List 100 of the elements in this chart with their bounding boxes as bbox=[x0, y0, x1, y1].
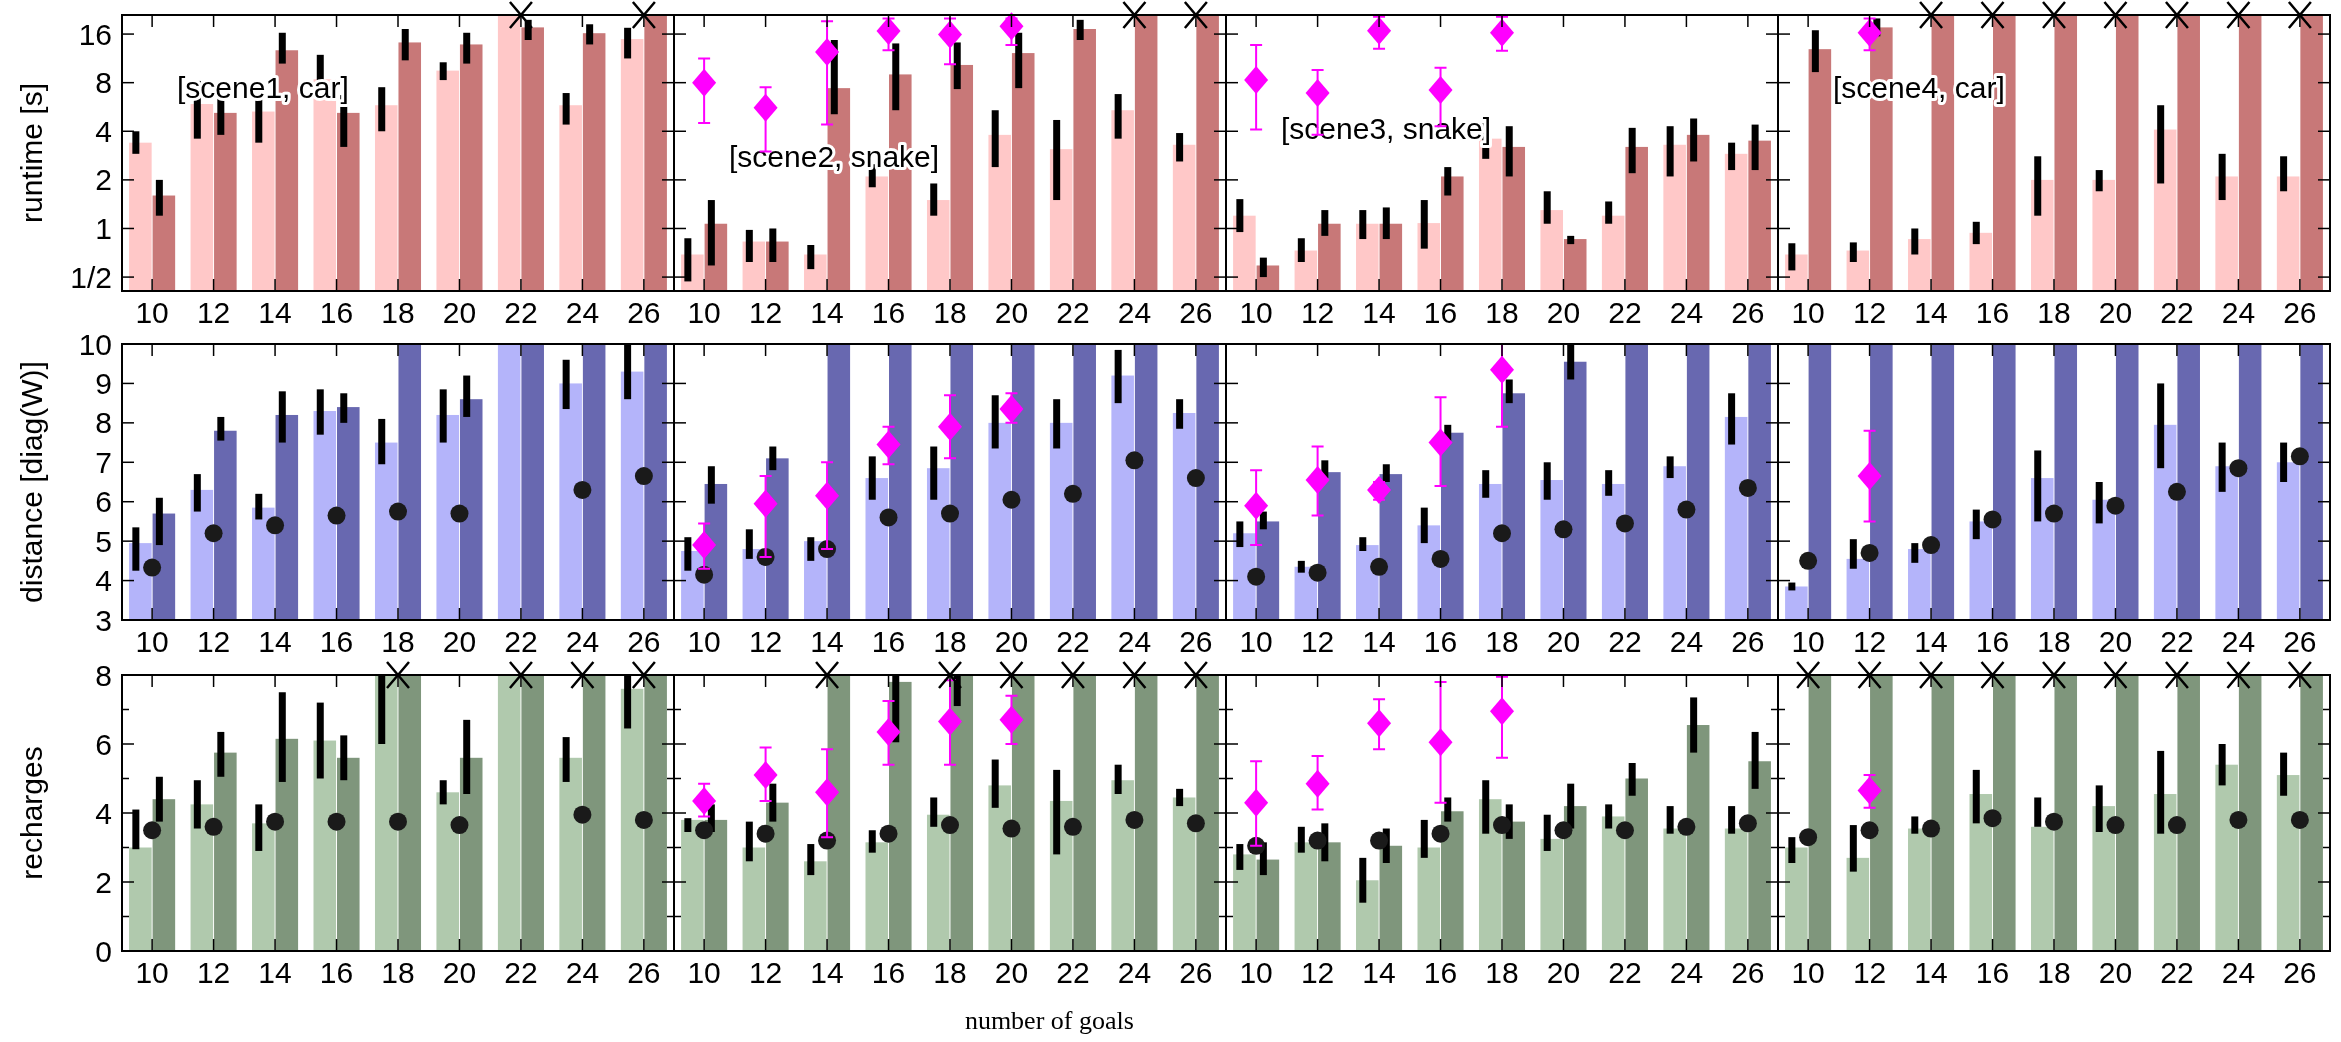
point bbox=[2167, 816, 2186, 835]
point bbox=[2045, 812, 2063, 831]
x-tick-label: 18 bbox=[381, 296, 415, 329]
point bbox=[143, 821, 162, 840]
x-tick-label: 24 bbox=[565, 296, 600, 329]
x-tick-label: 22 bbox=[1056, 625, 1090, 658]
point bbox=[1305, 466, 1330, 495]
annotation: [scene2, snake] bbox=[729, 139, 940, 173]
y-axis-title: recharges bbox=[15, 746, 48, 880]
x-tick-label: 16 bbox=[871, 956, 906, 989]
point bbox=[1428, 76, 1453, 105]
y-tick-label: 4 bbox=[95, 564, 112, 598]
point bbox=[999, 12, 1024, 41]
x-tick-label: 18 bbox=[2037, 625, 2071, 658]
point bbox=[1428, 728, 1453, 757]
point bbox=[1002, 819, 1021, 838]
point bbox=[1983, 809, 2002, 828]
bar bbox=[1563, 806, 1587, 951]
x-tick-label: 14 bbox=[1914, 625, 1948, 658]
x-tick-label: 26 bbox=[627, 625, 661, 658]
x-tick-label: 14 bbox=[810, 625, 844, 658]
bar bbox=[2238, 675, 2262, 951]
bar bbox=[436, 792, 459, 951]
bar bbox=[214, 752, 237, 951]
bar bbox=[926, 814, 950, 951]
point bbox=[1980, 660, 2005, 690]
point bbox=[508, 660, 534, 690]
bar bbox=[742, 847, 766, 951]
point bbox=[814, 660, 840, 690]
x-tick-label: 26 bbox=[2283, 625, 2317, 658]
point bbox=[1493, 816, 1511, 835]
point bbox=[450, 816, 469, 835]
x-tick-label: 16 bbox=[1423, 296, 1458, 329]
point bbox=[143, 558, 162, 577]
bar bbox=[827, 675, 851, 951]
point bbox=[1247, 567, 1266, 586]
bar bbox=[766, 802, 789, 951]
y-tick-label: 6 bbox=[95, 727, 112, 761]
x-tick-label: 20 bbox=[442, 625, 477, 658]
bar bbox=[459, 757, 483, 951]
point bbox=[1860, 543, 1879, 562]
x-tick-label: 24 bbox=[2221, 956, 2256, 989]
point bbox=[1183, 660, 1209, 690]
x-tick-label: 10 bbox=[687, 625, 721, 658]
x-tick-label: 20 bbox=[994, 956, 1029, 989]
point bbox=[1615, 514, 1634, 533]
point bbox=[1244, 491, 1269, 520]
point bbox=[1799, 828, 1818, 847]
x-tick-label: 18 bbox=[381, 625, 415, 658]
x-tick-label: 24 bbox=[1117, 296, 1152, 329]
bar bbox=[1540, 838, 1563, 951]
bar bbox=[1256, 859, 1280, 951]
y-tick-label: 10 bbox=[78, 327, 112, 361]
x-tick-label: 22 bbox=[1056, 296, 1090, 329]
point bbox=[1490, 18, 1514, 47]
bar bbox=[2215, 764, 2238, 951]
bar bbox=[2054, 675, 2078, 951]
bar bbox=[1172, 797, 1196, 951]
point bbox=[1063, 817, 1082, 836]
y-tick-label: 6 bbox=[95, 485, 112, 519]
bar bbox=[2030, 826, 2054, 951]
point bbox=[1370, 557, 1389, 576]
bar bbox=[1686, 725, 1710, 951]
x-tick-label: 16 bbox=[319, 625, 354, 658]
x-tick-label: 12 bbox=[1852, 296, 1887, 329]
y-tick-label: 8 bbox=[95, 658, 112, 692]
bar bbox=[1785, 847, 1808, 951]
bar bbox=[988, 785, 1011, 951]
x-tick-label: 12 bbox=[196, 296, 231, 329]
point bbox=[1554, 520, 1573, 539]
x-tick-label: 16 bbox=[1975, 956, 2010, 989]
x-tick-label: 26 bbox=[1179, 296, 1213, 329]
point bbox=[634, 810, 653, 829]
x-tick-label: 24 bbox=[1117, 625, 1152, 658]
y-tick-label: 9 bbox=[95, 366, 112, 400]
point bbox=[631, 660, 657, 690]
y-tick-label: 4 bbox=[95, 114, 112, 148]
point bbox=[2041, 660, 2067, 690]
point bbox=[1490, 697, 1514, 726]
x-tick-label: 12 bbox=[1300, 296, 1335, 329]
point bbox=[1186, 469, 1205, 488]
bar bbox=[497, 675, 521, 951]
x-tick-label: 10 bbox=[1791, 296, 1825, 329]
x-tick-label: 20 bbox=[1546, 625, 1581, 658]
x-tick-label: 12 bbox=[1852, 625, 1887, 658]
x-tick-label: 24 bbox=[1669, 296, 1704, 329]
x-tick-label: 18 bbox=[933, 956, 967, 989]
y-tick-label: 3 bbox=[95, 603, 112, 637]
x-tick-label: 26 bbox=[2283, 296, 2317, 329]
point bbox=[1186, 814, 1205, 833]
x-tick-label: 10 bbox=[1239, 625, 1273, 658]
bar bbox=[1073, 675, 1096, 951]
x-tick-label: 20 bbox=[2098, 625, 2133, 658]
point bbox=[1738, 814, 1757, 833]
point bbox=[2290, 447, 2309, 466]
x-tick-label: 16 bbox=[1975, 296, 2010, 329]
x-tick-label: 12 bbox=[748, 625, 783, 658]
y-tick-label: 2 bbox=[95, 163, 112, 197]
x-tick-label: 22 bbox=[1608, 956, 1642, 989]
point bbox=[570, 660, 595, 690]
